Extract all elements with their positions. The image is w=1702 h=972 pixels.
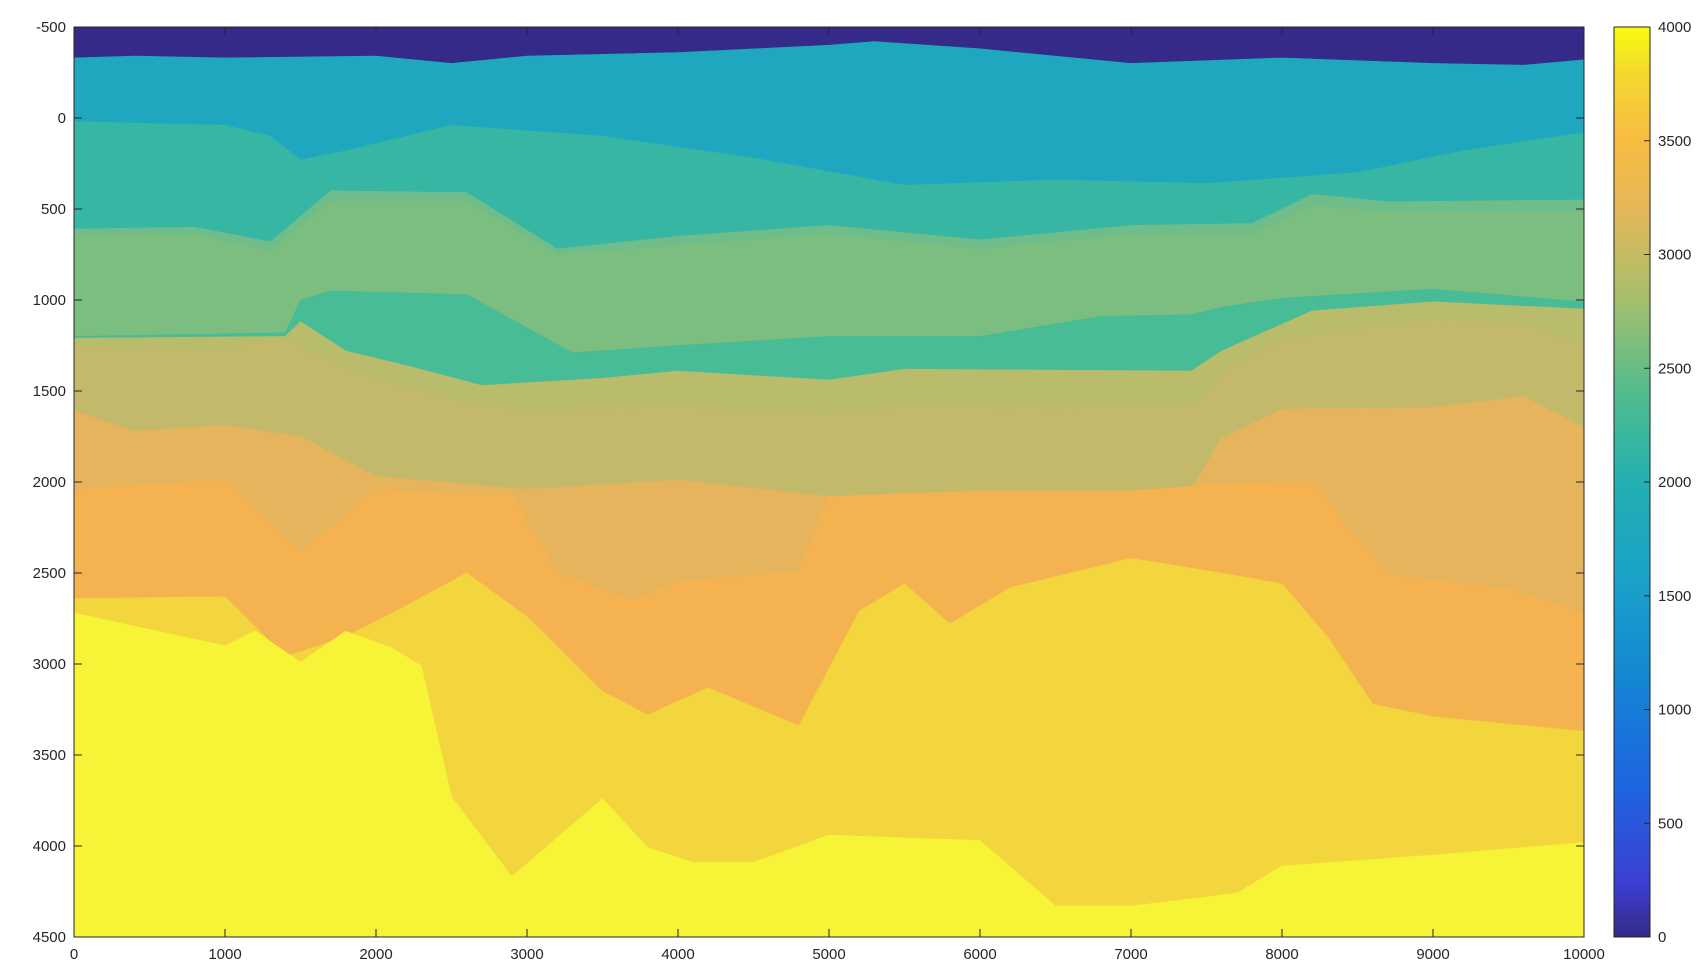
x-tick-label: 3000 xyxy=(510,946,543,963)
x-tick-label: 6000 xyxy=(963,946,996,963)
y-tick-label: 1500 xyxy=(33,383,66,400)
x-tick-label: 7000 xyxy=(1114,946,1147,963)
x-tick-label: 4000 xyxy=(661,946,694,963)
y-tick-label: 0 xyxy=(58,110,66,127)
y-tick-label: 3000 xyxy=(33,656,66,673)
colorbar-tick-label: 0 xyxy=(1658,929,1666,946)
colorbar-tick-label: 3000 xyxy=(1658,247,1691,264)
layer-12 xyxy=(74,612,1584,937)
colorbar-tick-label: 2500 xyxy=(1658,360,1691,377)
plot-area xyxy=(74,27,1584,937)
x-tick-label: 5000 xyxy=(812,946,845,963)
y-axis: -500 0 500 1000 1500 2000 2500 3000 3500 4000 4500 xyxy=(33,19,1584,946)
x-axis: 0 1000 2000 3000 4000 5000 6000 7000 8000 9000 100… xyxy=(70,27,1605,963)
colorbar-tick-label: 1500 xyxy=(1658,588,1691,605)
colorbar-tick-label: 4000 xyxy=(1658,19,1691,36)
y-tick-label: -500 xyxy=(36,19,66,36)
x-tick-label: 10000 xyxy=(1563,946,1605,963)
y-tick-label: 2500 xyxy=(33,565,66,582)
x-tick-label: 8000 xyxy=(1265,946,1298,963)
x-tick-label: 1000 xyxy=(208,946,241,963)
y-tick-label: 3500 xyxy=(33,747,66,764)
y-tick-label: 1000 xyxy=(33,292,66,309)
colorbar-tick-label: 3500 xyxy=(1658,133,1691,150)
x-tick-label: 2000 xyxy=(359,946,392,963)
colorbar-tick-label: 1000 xyxy=(1658,702,1691,719)
y-tick-label: 4500 xyxy=(33,929,66,946)
colorbar-axis: 0 500 1000 1500 2000 2500 3000 3500 4000 xyxy=(1644,19,1691,946)
x-tick-label: 9000 xyxy=(1416,946,1449,963)
y-tick-label: 500 xyxy=(41,201,66,218)
y-tick-label: 4000 xyxy=(33,838,66,855)
colorbar-tick-label: 2000 xyxy=(1658,474,1691,491)
y-tick-label: 2000 xyxy=(33,474,66,491)
colorbar-tick-label: 500 xyxy=(1658,815,1683,832)
x-tick-label: 0 xyxy=(70,946,78,963)
